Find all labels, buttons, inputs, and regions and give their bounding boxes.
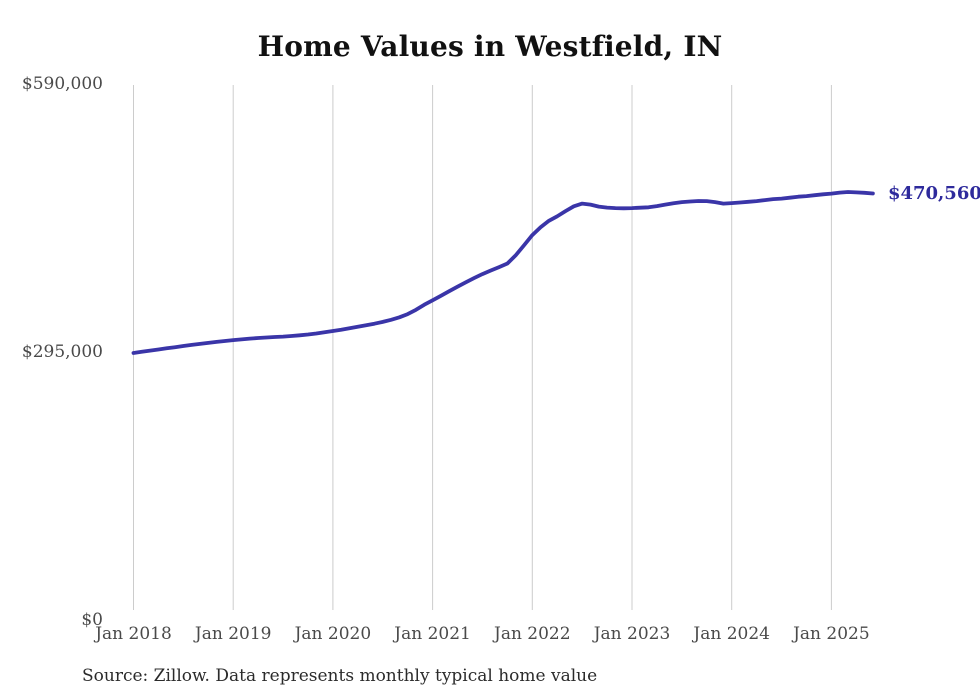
chart-title: Home Values in Westfield, IN bbox=[257, 30, 723, 63]
x-axis-tick-jan-2019: Jan 2019 bbox=[194, 624, 272, 644]
y-axis-tick-590000: $590,000 bbox=[21, 74, 103, 94]
x-axis-tick-jan-2023: Jan 2023 bbox=[593, 624, 671, 644]
x-axis-tick-jan-2018: Jan 2018 bbox=[95, 624, 172, 644]
home-value-series-line bbox=[131, 190, 875, 355]
x-axis-tick-jan-2020: Jan 2020 bbox=[294, 624, 372, 644]
x-axis-tick-jan-2022: Jan 2022 bbox=[494, 624, 571, 644]
x-axis-tick-jan-2021: Jan 2021 bbox=[394, 624, 471, 644]
y-axis-tick-295000: $295,000 bbox=[21, 342, 103, 362]
x-axis-tick-jan-2025: Jan 2025 bbox=[793, 624, 870, 644]
latest-value-label: $470,560 bbox=[887, 182, 980, 204]
source-note: Source: Zillow. Data represents monthly … bbox=[82, 666, 598, 686]
x-axis-tick-jan-2024: Jan 2024 bbox=[693, 624, 770, 644]
y-axis-tick-0: $0 bbox=[81, 610, 103, 630]
